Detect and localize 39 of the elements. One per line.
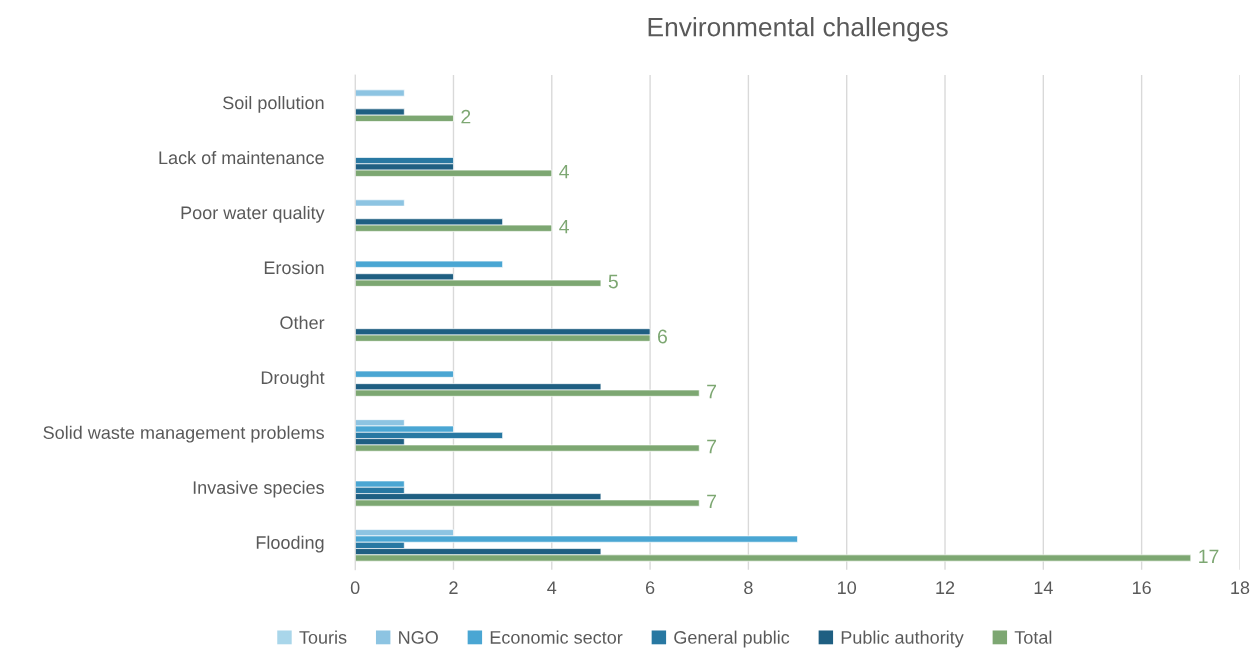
y-tick-label: Other [280, 315, 325, 330]
x-tick-label: 2 [449, 581, 458, 594]
legend-label: Touris [299, 630, 347, 644]
y-tick-label: Flooding [256, 535, 324, 553]
y-tick-label: Drought [261, 370, 325, 388]
bar [355, 370, 454, 378]
data-label: 6 [658, 329, 667, 344]
x-tick-label: 10 [838, 581, 857, 595]
data-label: 7 [707, 439, 717, 454]
y-tick-label: Invasive species [193, 480, 324, 498]
x-tick-label: 4 [547, 581, 557, 594]
bar [355, 199, 405, 207]
x-tick-label: 14 [1034, 581, 1053, 594]
data-label: 5 [608, 274, 618, 289]
y-tick-label: Solid waste management problems [43, 425, 324, 443]
y-tick-label: Lack of maintenance [159, 150, 324, 165]
x-tick-label: 16 [1132, 581, 1151, 595]
legend-label: Economic sector [490, 630, 623, 644]
legend-label: Total [1014, 630, 1052, 644]
data-label: 4 [559, 219, 569, 234]
legend-label: NGO [399, 631, 438, 644]
x-tick-label: 6 [645, 581, 655, 595]
x-tick-label: 0 [350, 581, 360, 595]
y-tick-label: Soil pollution [223, 95, 324, 113]
data-label: 4 [559, 164, 569, 179]
bar [355, 89, 405, 97]
bar [355, 260, 503, 268]
legend-label: Public authority [841, 630, 964, 648]
x-tick-label: 12 [936, 581, 955, 594]
data-label: 2 [461, 109, 471, 124]
data-label: 7 [707, 494, 717, 509]
x-tick-label: 8 [744, 581, 753, 595]
legend-label: General public [674, 630, 790, 648]
data-label: 17 [1199, 549, 1219, 564]
y-tick-label: Erosion [264, 260, 324, 275]
chart-title: Environmental challenges [648, 17, 948, 42]
x-tick-label: 18 [1231, 581, 1250, 595]
y-tick-label: Poor water quality [181, 205, 325, 223]
data-label: 7 [707, 384, 717, 399]
